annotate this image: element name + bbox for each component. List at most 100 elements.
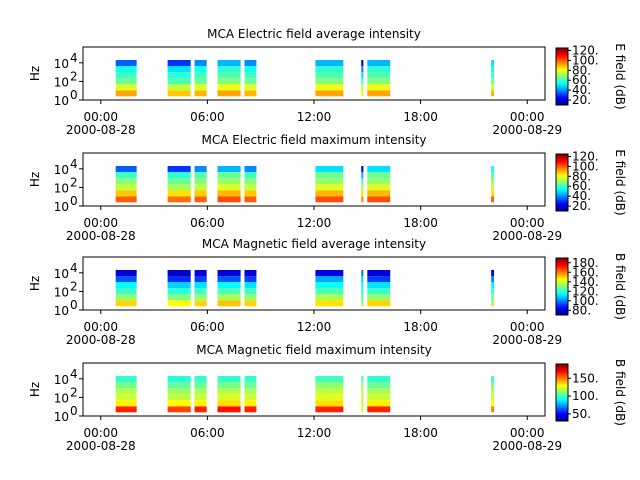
spectrogram-cell	[167, 196, 191, 203]
x-tick-label: 00:00	[510, 426, 545, 440]
colorbar-step	[556, 382, 568, 384]
colorbar-step	[556, 258, 568, 260]
colorbar-step	[556, 154, 568, 156]
spectrogram-cell	[491, 90, 495, 97]
colorbar-step	[556, 311, 568, 313]
colorbar-step	[556, 406, 568, 408]
colorbar-step	[556, 181, 568, 183]
colorbar-step	[556, 72, 568, 74]
colorbar-step	[556, 99, 568, 101]
spectrogram-cell	[244, 406, 257, 413]
panel-title: MCA Magnetic field maximum intensity	[196, 343, 432, 357]
spectrogram-cell	[167, 406, 191, 413]
colorbar-step	[556, 102, 568, 104]
colorbar-tick-label: 40.	[572, 189, 591, 203]
x-tick-label: 12:00	[297, 216, 332, 230]
x-tick-date: 2000-08-28	[66, 229, 136, 243]
spectrogram-cell	[167, 78, 191, 85]
colorbar-step	[556, 158, 568, 160]
colorbar-step	[556, 282, 568, 284]
colorbar-step	[556, 76, 568, 78]
spectrogram-cell	[194, 294, 207, 301]
colorbar-step	[556, 100, 568, 102]
y-tick-power: 4	[70, 367, 78, 381]
colorbar-step	[556, 385, 568, 387]
colorbar-step	[556, 172, 568, 174]
axes-frame	[82, 362, 546, 417]
spectrogram-cell	[244, 388, 257, 395]
y-axis-label: Hz	[28, 276, 42, 291]
spectrogram-cell	[217, 270, 241, 277]
colorbar-step	[556, 386, 568, 388]
colorbar-step	[556, 169, 568, 171]
x-tick-label: 12:00	[297, 320, 332, 334]
colorbar-step	[556, 170, 568, 172]
colorbar-step	[556, 94, 568, 96]
colorbar-step	[556, 209, 568, 211]
spectrogram-cell	[167, 178, 191, 185]
y-axis-label: Hz	[28, 382, 42, 397]
colorbar-step	[556, 176, 568, 178]
spectrogram-cell	[361, 288, 364, 295]
spectrogram-cell	[491, 84, 495, 91]
spectrogram-cell	[361, 400, 364, 407]
colorbar-step	[556, 289, 568, 291]
colorbar-step	[556, 277, 568, 279]
spectrogram-cell	[115, 84, 137, 91]
spectrogram-cell	[194, 184, 207, 191]
spectrogram-cell	[115, 400, 137, 407]
spectrogram-cell	[194, 288, 207, 295]
spectrogram-cell	[217, 60, 241, 67]
x-tick-date: 2000-08-28	[66, 439, 136, 453]
colorbar-step	[556, 262, 568, 264]
colorbar-step	[556, 71, 568, 73]
x-tick-date: 2000-08-29	[492, 229, 562, 243]
colorbar-step	[556, 259, 568, 261]
colorbar-step	[556, 399, 568, 401]
colorbar-step	[556, 85, 568, 87]
colorbar-step	[556, 413, 568, 415]
spectrogram-cell	[217, 66, 241, 73]
spectrogram-cell	[244, 294, 257, 301]
spectrogram-cell	[361, 190, 364, 197]
y-tick-label: 10	[54, 391, 69, 405]
colorbar-step	[556, 167, 568, 169]
colorbar-step	[556, 303, 568, 305]
spectrogram-cell	[115, 184, 137, 191]
colorbar-step	[556, 50, 568, 52]
spectrogram-cell	[167, 376, 191, 383]
colorbar-step	[556, 64, 568, 66]
x-tick-label: 18:00	[403, 216, 438, 230]
spectrogram-cell	[491, 270, 495, 277]
y-tick-label: 10	[54, 373, 69, 387]
spectrogram-cell	[217, 300, 241, 307]
colorbar-step	[556, 281, 568, 283]
spectrogram-cell	[167, 388, 191, 395]
spectrogram-cell	[194, 300, 207, 307]
x-tick-label: 12:00	[297, 426, 332, 440]
colorbar-step	[556, 78, 568, 80]
spectrogram-cell	[244, 376, 257, 383]
panel-title: MCA Magnetic field average intensity	[202, 237, 426, 251]
spectrogram-cell	[491, 72, 495, 79]
y-tick-label: 10	[54, 304, 69, 318]
spectrogram-cell	[115, 90, 137, 97]
colorbar-step	[556, 194, 568, 196]
spectrogram-cell	[315, 388, 344, 395]
x-tick-label: 18:00	[403, 426, 438, 440]
colorbar-step	[556, 307, 568, 309]
spectrogram-cell	[491, 300, 495, 307]
y-tick-base: 10	[54, 75, 69, 89]
colorbar-step	[556, 53, 568, 55]
colorbar-step	[556, 272, 568, 274]
spectrogram-cell	[115, 376, 137, 383]
spectrogram-cell	[167, 166, 191, 173]
x-tick-label: 06:00	[190, 320, 225, 334]
colorbar-step	[556, 290, 568, 292]
spectrogram-cell	[194, 90, 207, 97]
colorbar-step	[556, 370, 568, 372]
colorbar-tick-label: 20.	[572, 93, 591, 107]
spectrogram-cell	[491, 166, 495, 173]
colorbar-step	[556, 161, 568, 163]
colorbar-step	[556, 298, 568, 300]
